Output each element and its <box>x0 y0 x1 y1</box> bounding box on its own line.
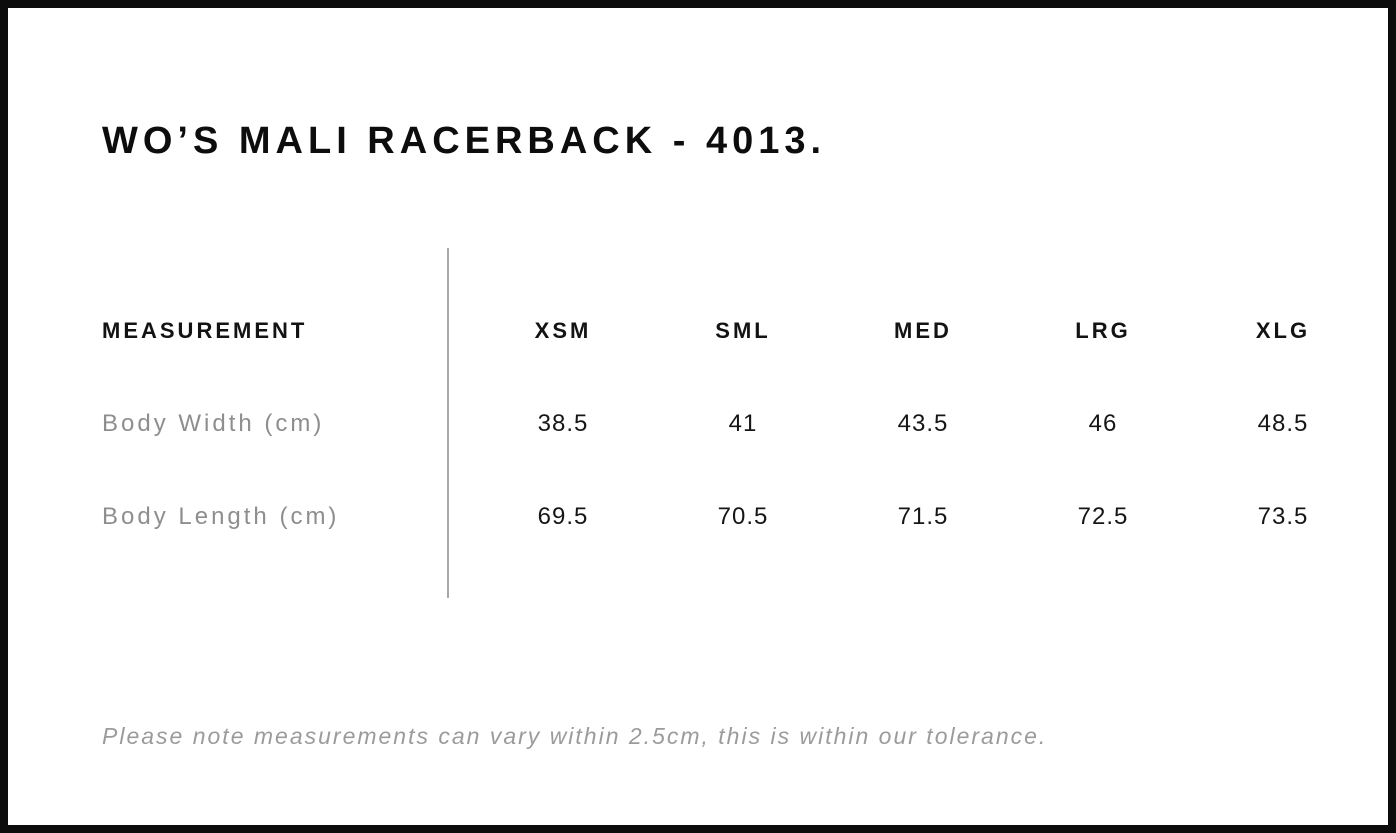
tolerance-note: Please note measurements can vary within… <box>102 723 1048 749</box>
body-length-xlg-value: 73.5 <box>1257 503 1309 530</box>
table-row-body-width: Body Width (cm) 38.5 41 43.5 46 48.5 <box>102 404 1373 444</box>
body-width-xsm-value: 38.5 <box>537 410 589 437</box>
page-title: WO’S MALI RACERBACK - 4013. <box>102 120 827 162</box>
measurement-column-header: MEASUREMENT <box>102 318 308 343</box>
body-width-sml-value: 41 <box>728 410 758 437</box>
size-column-header-sml: SML <box>715 318 771 343</box>
row-label-body-length: Body Length (cm) <box>102 503 340 530</box>
body-width-med-value: 43.5 <box>897 410 949 437</box>
body-width-lrg-value: 46 <box>1088 410 1118 437</box>
body-length-med-value: 71.5 <box>897 503 949 530</box>
body-width-xlg-value: 48.5 <box>1257 410 1309 437</box>
table-header-row: MEASUREMENT XSM SML MED LRG XLG <box>102 311 1373 351</box>
body-length-sml-value: 70.5 <box>717 503 769 530</box>
body-length-xsm-value: 69.5 <box>537 503 589 530</box>
table-vertical-divider <box>447 248 449 598</box>
size-column-header-lrg: LRG <box>1075 318 1131 343</box>
row-label-body-width: Body Width (cm) <box>102 410 325 437</box>
size-column-header-xlg: XLG <box>1255 318 1311 343</box>
body-length-lrg-value: 72.5 <box>1077 503 1129 530</box>
table-row-body-length: Body Length (cm) 69.5 70.5 71.5 72.5 73.… <box>102 497 1373 537</box>
size-column-header-med: MED <box>894 318 952 343</box>
size-column-header-xsm: XSM <box>534 318 592 343</box>
